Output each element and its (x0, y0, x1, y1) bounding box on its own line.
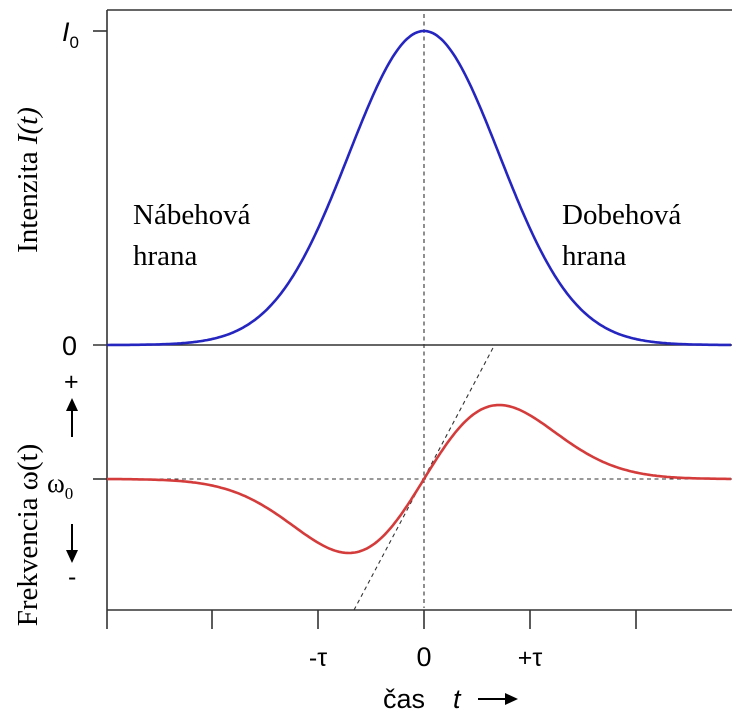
x-axis-label-var: t (453, 684, 462, 711)
down-arrow-icon (66, 524, 78, 563)
panel-frame (93, 9, 732, 611)
trailing-edge-label-line1: Dobehová (562, 199, 681, 231)
leading-edge-label-line1: Nábehová (133, 199, 251, 231)
leading-edge-label-line2: hrana (133, 240, 198, 272)
chirp-tangent-line (353, 345, 495, 611)
trailing-edge-label-line2: hrana (562, 240, 627, 272)
right-arrow-icon (478, 693, 518, 705)
frequency-curve (107, 403, 731, 555)
ytick-label-zero: 0 (62, 331, 77, 361)
minus-sign: - (68, 563, 76, 591)
plus-sign: + (64, 368, 79, 396)
ytick-label-i0: I0 (62, 17, 79, 52)
bottom-ylabel: Frekvencia ω(t) (12, 444, 44, 627)
tick-marks (93, 30, 637, 629)
xtick-label-minus-tau: -τ (309, 644, 327, 672)
top-ylabel: Intenzita I(t) (12, 107, 44, 253)
xtick-label-plus-tau: +τ (518, 644, 543, 672)
xtick-label-zero: 0 (416, 642, 431, 672)
up-arrow-icon (66, 398, 78, 437)
intensity-curve (107, 29, 731, 347)
x-axis-label-word: čas (383, 684, 425, 711)
ytick-label-omega0: ω0 (47, 468, 73, 503)
